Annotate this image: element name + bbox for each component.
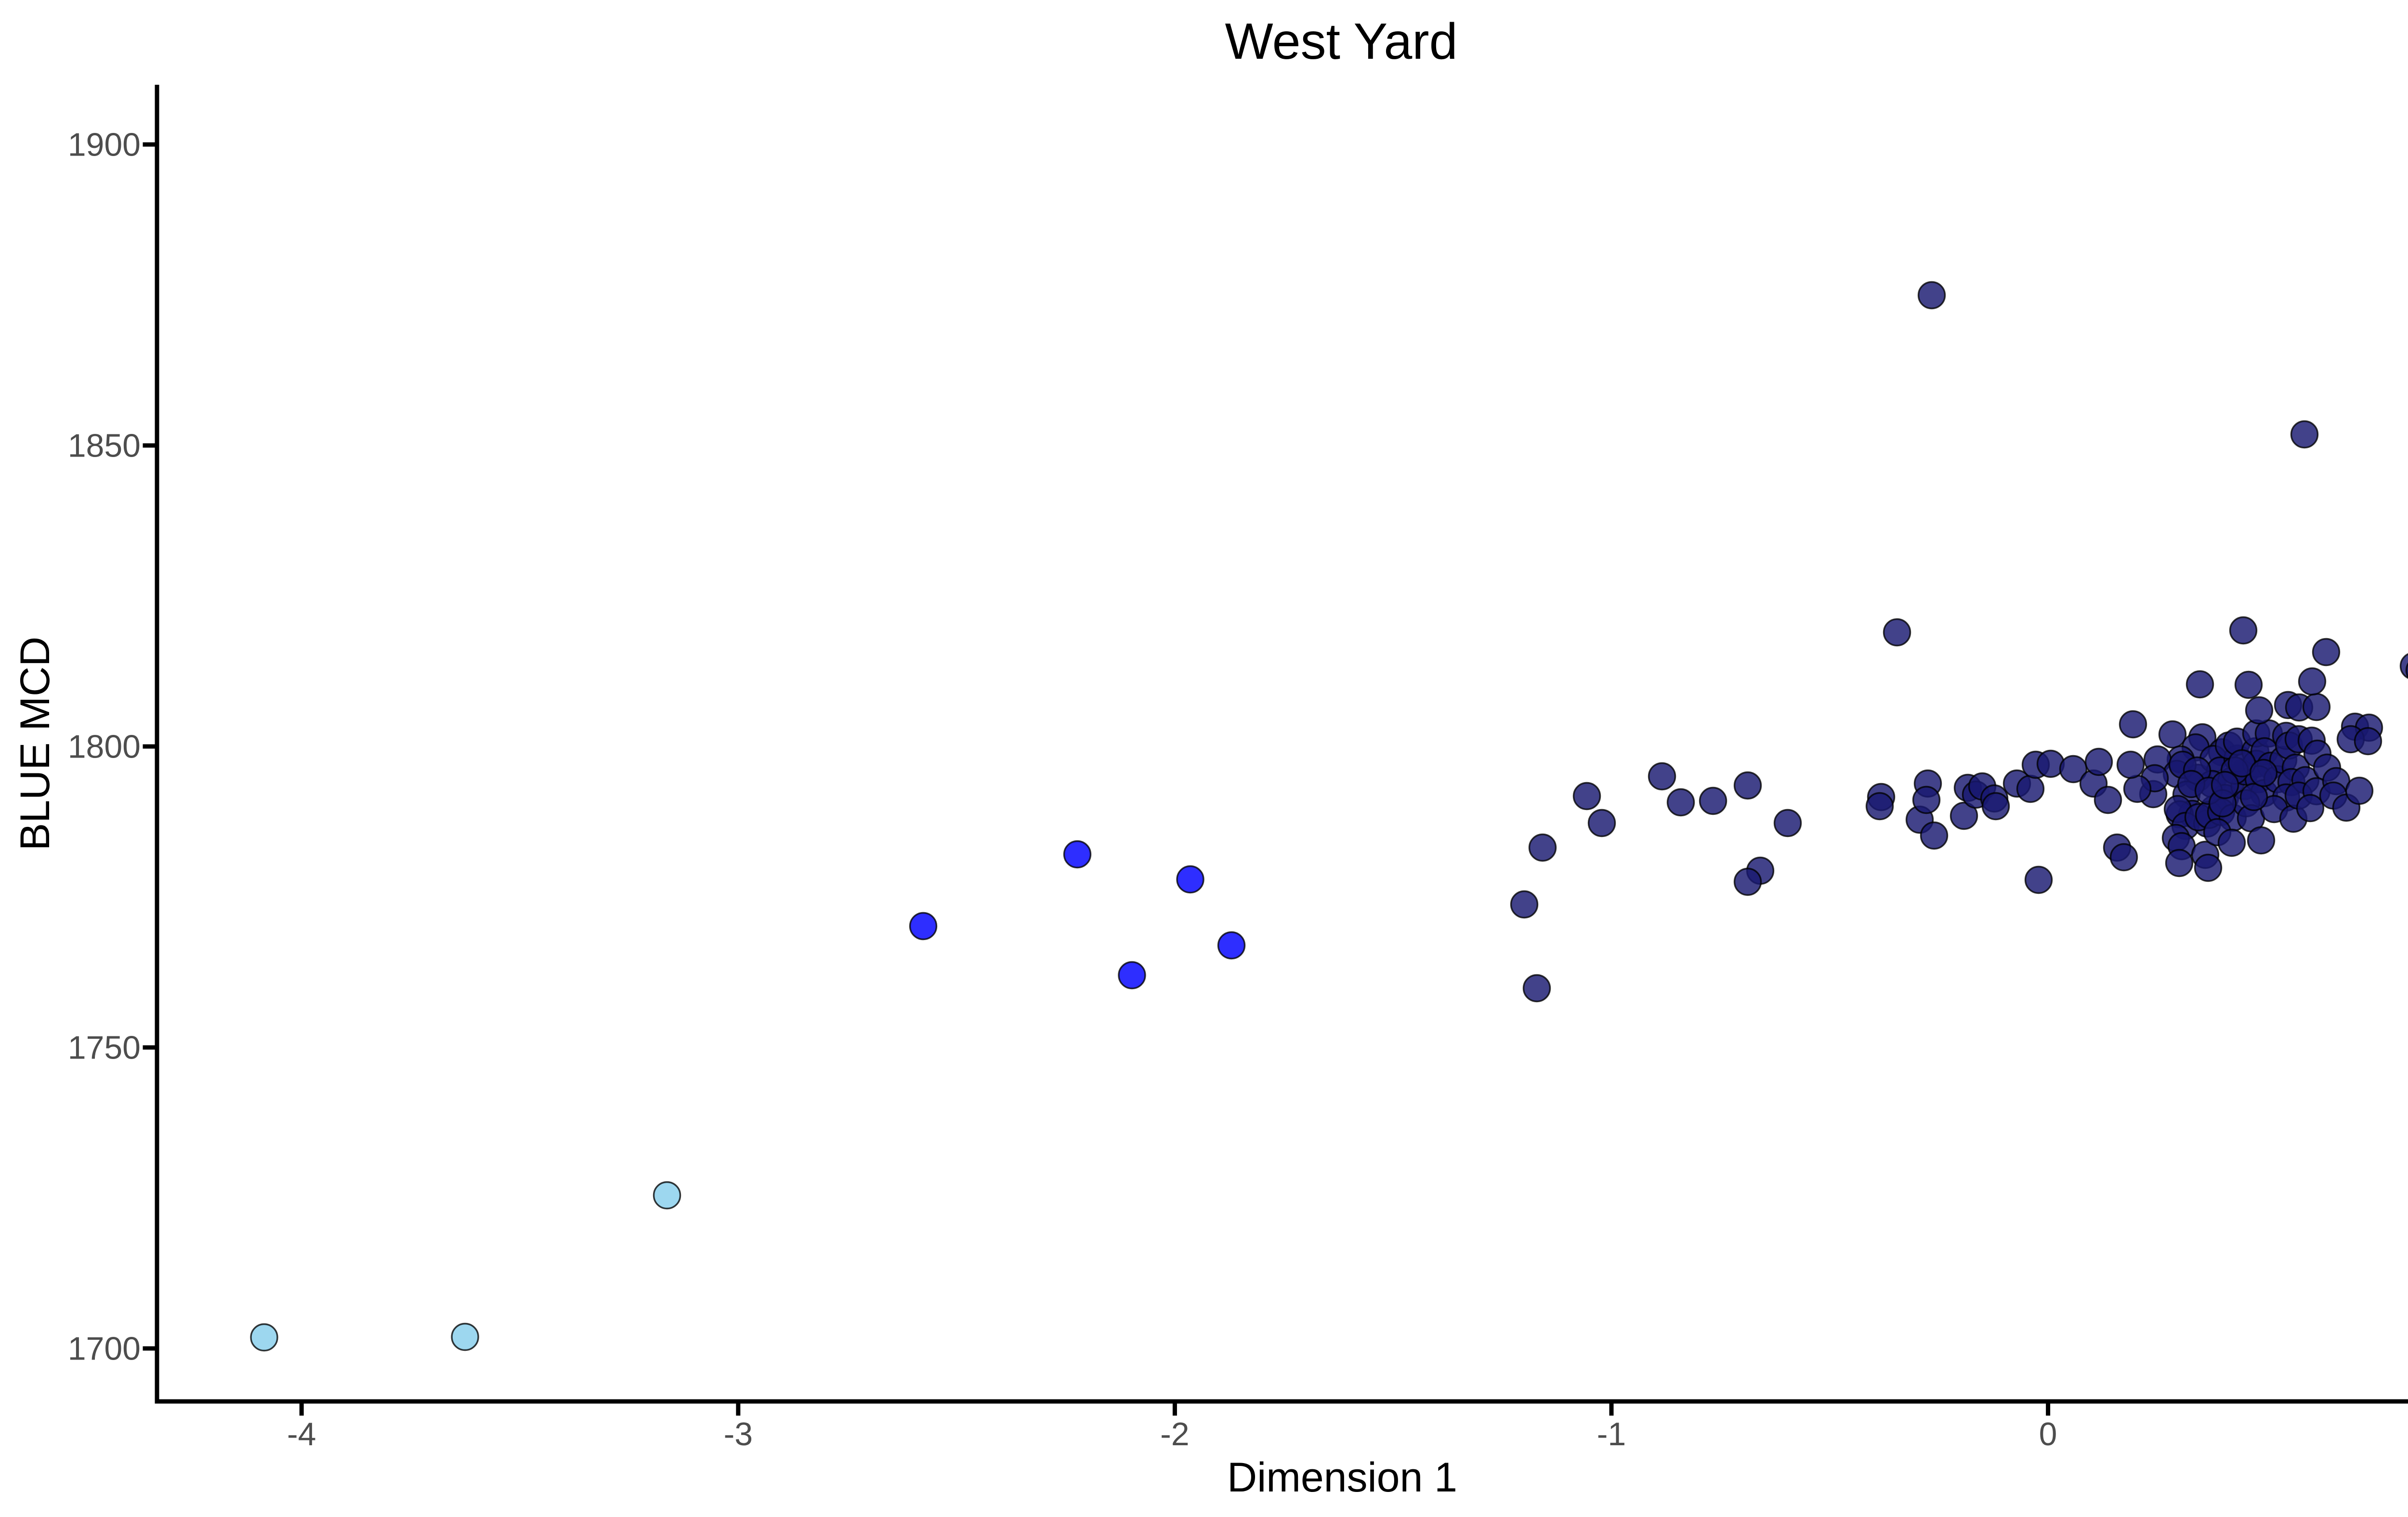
svg-text:1850: 1850 bbox=[68, 428, 141, 464]
svg-text:1750: 1750 bbox=[68, 1030, 141, 1066]
svg-text:0: 0 bbox=[2039, 1416, 2057, 1452]
svg-text:-3: -3 bbox=[724, 1416, 753, 1452]
svg-text:-4: -4 bbox=[287, 1416, 316, 1452]
svg-text:1700: 1700 bbox=[68, 1331, 141, 1367]
svg-text:BLUE MCD: BLUE MCD bbox=[12, 637, 58, 850]
svg-text:-1: -1 bbox=[1597, 1416, 1626, 1452]
svg-text:1800: 1800 bbox=[68, 729, 141, 765]
svg-text:-2: -2 bbox=[1160, 1416, 1189, 1452]
svg-text:1900: 1900 bbox=[68, 127, 141, 163]
svg-text:Dimension 1: Dimension 1 bbox=[1227, 1454, 1457, 1501]
svg-text:West Yard: West Yard bbox=[1225, 13, 1457, 70]
